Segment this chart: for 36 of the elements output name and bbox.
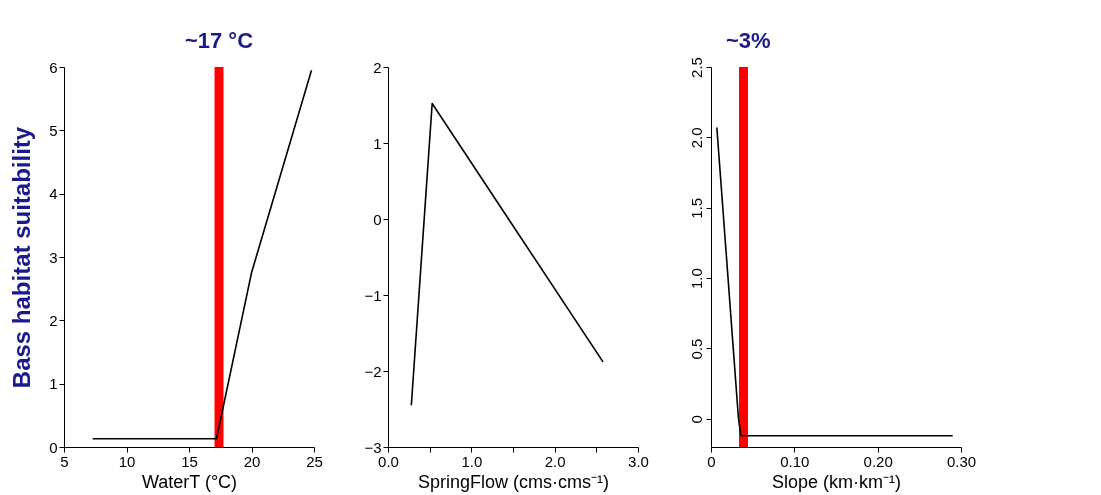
x-tick-label: 20	[243, 452, 261, 470]
ref-line-label: ~17 °C	[184, 28, 254, 53]
x-tick-label: 0.20	[863, 452, 893, 470]
x-axis-title: SpringFlow (cms·cms⁻¹)	[417, 471, 610, 492]
x-tick-label: 1.0	[461, 452, 483, 470]
y-tick-label: 0	[687, 415, 705, 424]
y-tick-label: −2	[364, 362, 382, 380]
y-tick-label: 0	[373, 210, 382, 228]
y-tick-label: 2	[49, 311, 58, 329]
x-tick-label: 3.0	[628, 452, 649, 470]
y-tick-label: 3	[49, 248, 58, 266]
y-axis-title: Bass habitat suitability	[8, 126, 36, 389]
y-tick-label: 0	[49, 438, 58, 456]
y-tick-label: 5	[49, 121, 58, 139]
x-tick-label: 0.30	[946, 452, 977, 470]
x-tick-label: 15	[181, 452, 198, 470]
y-tick-label: 2.5	[687, 57, 705, 78]
y-tick-label: 0.5	[687, 338, 705, 360]
y-tick-label: 4	[49, 185, 58, 203]
y-tick-label: 2.0	[687, 127, 705, 149]
x-tick-label: 0	[707, 452, 716, 470]
x-axis-title: WaterT (°C)	[141, 471, 238, 492]
y-tick-label: 1	[49, 375, 58, 393]
y-tick-label: 1	[373, 134, 382, 152]
x-tick-label: 0.10	[780, 452, 810, 470]
x-tick-label: 2.0	[544, 452, 566, 470]
x-tick-label: 10	[118, 452, 136, 470]
y-tick-label: −1	[364, 286, 382, 304]
text: ~3%	[726, 28, 771, 53]
x-tick-label: 25	[306, 452, 323, 470]
y-tick-label: 1.5	[687, 197, 705, 219]
y-tick-label: 6	[49, 58, 58, 76]
x-tick-label: 5	[60, 452, 69, 470]
y-tick-label: 2	[373, 58, 382, 76]
x-axis-title: Slope (km·km⁻¹)	[771, 471, 902, 492]
y-tick-label: 1.0	[687, 268, 705, 290]
